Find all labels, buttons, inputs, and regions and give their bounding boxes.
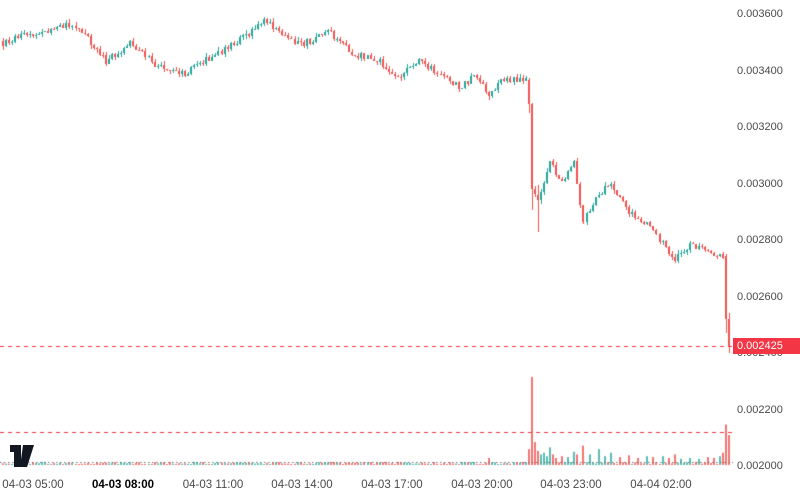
price-tick-label: 0.002800 [737,234,783,246]
time-tick-label: 04-03 23:00 [540,479,602,491]
price-axis[interactable]: 0.003600 0.003400 0.003200 0.003000 0.002800… [733,0,800,473]
current-price-label: 0.002425 [733,337,800,354]
tradingview-logo-icon [10,445,34,467]
current-price-value: 0.002425 [737,339,783,352]
time-tick-label: 04-04 02:00 [630,479,692,491]
price-tick-label: 0.002000 [737,460,783,472]
price-tick-label: 0.002600 [737,290,783,303]
price-tick-label: 0.003000 [737,177,783,190]
price-tick-label: 0.003200 [737,121,783,133]
price-tick-label: 0.002200 [737,403,783,416]
time-axis[interactable]: 04-03 05:00 04-03 08:00 04-03 11:00 04-03 1… [0,477,733,497]
time-tick-label: 04-03 20:00 [451,479,513,491]
tradingview-logo[interactable] [8,442,36,469]
time-tick-label: 04-03 17:00 [361,479,423,491]
price-tick-label: 0.003400 [737,64,783,77]
time-tick-label: 04-03 14:00 [271,479,333,491]
time-tick-label: 04-03 11:00 [182,479,244,491]
time-tick-label: 04-03 05:00 [2,479,64,491]
time-tick-label: 04-03 08:00 [91,479,155,491]
price-tick-label: 0.003600 [737,8,783,20]
